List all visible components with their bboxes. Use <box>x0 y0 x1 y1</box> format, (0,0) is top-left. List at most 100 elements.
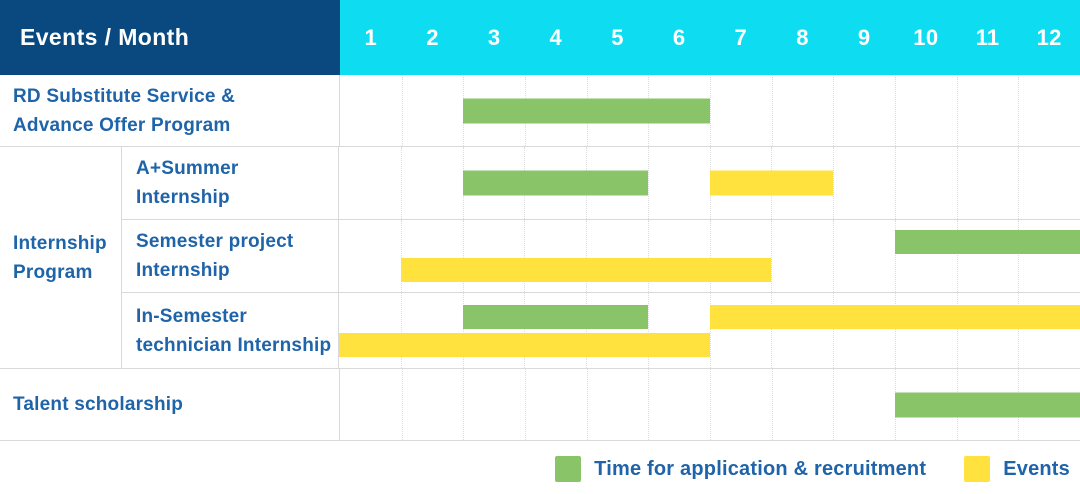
month-grid-cell <box>463 369 525 440</box>
month-grid-cell <box>400 220 463 292</box>
month-grid-cell <box>710 75 772 146</box>
table-row-in-semester-technician: In-Semester technician Internship <box>122 293 1080 368</box>
month-grid-cell <box>1018 220 1080 292</box>
table-row-talent-scholarship: Talent scholarship <box>0 369 1080 441</box>
events-month-header-label: Events / Month <box>20 24 190 50</box>
month-grid-cell <box>401 75 464 146</box>
gantt-row-chart <box>340 75 1080 146</box>
gantt-bar-event <box>339 332 710 357</box>
gantt-bar-event <box>709 170 833 196</box>
legend-item-events: Events <box>964 456 1070 482</box>
month-grid-cell <box>647 220 710 292</box>
gantt-table: Events / Month 1 2 3 4 5 6 7 8 9 10 11 12 RD Substi… <box>0 0 1080 441</box>
gantt-row-chart <box>340 369 1080 440</box>
legend-item-recruitment: Time for application & recruitment <box>555 456 926 482</box>
month-grid-cell <box>524 220 586 292</box>
month-grid-cell <box>894 293 957 368</box>
event-color-swatch <box>964 456 991 482</box>
month-grid-cell <box>1018 147 1080 219</box>
month-grid-cell <box>833 369 895 440</box>
month-header-12: 12 <box>1036 24 1062 50</box>
month-grid-cell <box>339 147 401 219</box>
table-row-semester-project: Semester project Internship <box>122 220 1080 293</box>
gantt-row-chart <box>339 220 1080 292</box>
gantt-bar-recruitment <box>894 230 1080 254</box>
month-grid-cell <box>709 220 772 292</box>
month-header-10: 10 <box>913 24 939 50</box>
month-grid-cell <box>833 220 895 292</box>
month-grid-cell <box>586 220 648 292</box>
gantt-bar-recruitment <box>463 98 710 123</box>
month-grid-cell <box>771 293 833 368</box>
month-grid-cell <box>894 220 957 292</box>
month-gridlines <box>339 293 1080 368</box>
month-grid-cell <box>339 220 401 292</box>
month-grid-cell <box>400 147 463 219</box>
month-gridlines <box>339 220 1080 292</box>
month-grid-cell <box>894 147 957 219</box>
row-label-a-summer: A+Summer Internship <box>122 147 339 219</box>
month-grid-cell <box>833 147 895 219</box>
month-grid-cell <box>771 369 834 440</box>
month-grid-cell <box>1018 75 1080 146</box>
month-grid-cell <box>1018 293 1080 368</box>
gantt-bar-recruitment <box>462 304 648 329</box>
month-grid-cell <box>462 220 525 292</box>
gantt-bar-recruitment <box>895 392 1080 417</box>
month-header-6: 6 <box>672 24 686 50</box>
table-header-row: Events / Month 1 2 3 4 5 6 7 8 9 10 11 12 <box>0 0 1080 75</box>
legend: Time for application & recruitment Event… <box>555 455 1070 483</box>
month-grid-cell <box>833 75 895 146</box>
recruitment-color-swatch <box>555 456 582 482</box>
events-month-header-cell: Events / Month <box>0 0 340 75</box>
row-label-in-semester-technician: In-Semester technician Internship <box>122 293 339 368</box>
month-header-9: 9 <box>857 24 871 50</box>
table-body: RD Substitute Service & Advance Offer Pr… <box>0 75 1080 441</box>
month-grid-cell <box>956 220 1019 292</box>
table-rowgroup-internship-program: Internship Program A+Summer Internship S… <box>0 147 1080 369</box>
month-header-7: 7 <box>734 24 748 50</box>
month-grid-cell <box>339 293 401 368</box>
month-header-2: 2 <box>426 24 439 50</box>
month-grid-cell <box>956 293 1019 368</box>
month-grid-cell <box>647 293 710 368</box>
month-grid-cell <box>586 293 648 368</box>
month-grid-cell <box>462 293 525 368</box>
month-grid-cell <box>833 293 895 368</box>
row-label-talent-scholarship: Talent scholarship <box>0 369 340 440</box>
month-header-4: 4 <box>549 24 563 50</box>
gantt-bar-event <box>400 258 772 282</box>
gantt-bar-recruitment <box>462 170 648 196</box>
month-header-5: 5 <box>611 24 624 50</box>
month-grid-cell <box>771 220 833 292</box>
month-gridlines <box>340 75 1080 146</box>
month-grid-cell <box>525 369 587 440</box>
rowgroup-label-internship-program: Internship Program <box>0 147 122 368</box>
month-grid-cell <box>709 293 772 368</box>
gantt-row-chart <box>339 293 1080 368</box>
month-grid-cell <box>771 75 834 146</box>
month-grid-cell <box>895 75 957 146</box>
legend-label-events: Events <box>1003 457 1070 480</box>
month-grid-cell <box>956 75 1019 146</box>
month-grid-cell <box>956 147 1019 219</box>
month-header-8: 8 <box>796 24 809 50</box>
month-grid-cell <box>340 369 402 440</box>
month-header-1: 1 <box>364 24 378 50</box>
table-row-a-summer: A+Summer Internship <box>122 147 1080 220</box>
month-grid-cell <box>710 369 772 440</box>
month-grid-cell <box>586 369 649 440</box>
internship-subrows: A+Summer Internship Semester project Int… <box>122 147 1080 368</box>
month-header-3: 3 <box>487 24 501 50</box>
month-grid-cell <box>400 293 463 368</box>
month-grid-cell <box>524 293 586 368</box>
row-label-semester-project: Semester project Internship <box>122 220 339 292</box>
month-grid-cell <box>647 147 710 219</box>
legend-label-recruitment: Time for application & recruitment <box>594 457 927 480</box>
month-grid-cell <box>401 369 464 440</box>
month-grid-cell <box>648 369 710 440</box>
table-row-rd-substitute: RD Substitute Service & Advance Offer Pr… <box>0 75 1080 147</box>
row-label-rd-substitute: RD Substitute Service & Advance Offer Pr… <box>0 75 340 146</box>
month-header-row: 1 2 3 4 5 6 7 8 9 10 11 12 <box>340 0 1080 75</box>
